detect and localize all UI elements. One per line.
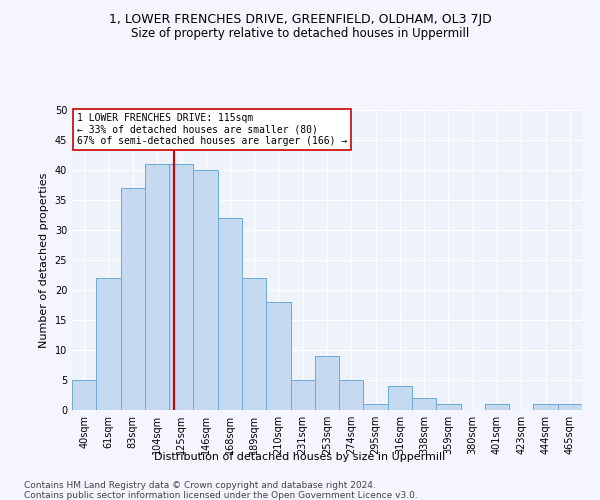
Bar (145, 164, 169, 410)
Text: Size of property relative to detached houses in Uppermill: Size of property relative to detached ho… (131, 28, 469, 40)
Bar (315, 356, 339, 410)
Bar (169, 164, 193, 410)
Bar (533, 404, 558, 410)
Bar (558, 404, 582, 410)
Bar (266, 302, 290, 410)
Bar (242, 278, 266, 410)
Bar (412, 398, 436, 410)
Bar (218, 218, 242, 410)
Bar (485, 404, 509, 410)
Bar (72, 380, 96, 410)
Bar (364, 404, 388, 410)
Bar (96, 278, 121, 410)
Text: Contains public sector information licensed under the Open Government Licence v3: Contains public sector information licen… (24, 491, 418, 500)
Text: 1 LOWER FRENCHES DRIVE: 115sqm
← 33% of detached houses are smaller (80)
67% of : 1 LOWER FRENCHES DRIVE: 115sqm ← 33% of … (77, 113, 347, 146)
Y-axis label: Number of detached properties: Number of detached properties (39, 172, 49, 348)
Bar (121, 188, 145, 410)
Bar (339, 380, 364, 410)
Text: 1, LOWER FRENCHES DRIVE, GREENFIELD, OLDHAM, OL3 7JD: 1, LOWER FRENCHES DRIVE, GREENFIELD, OLD… (109, 12, 491, 26)
Bar (388, 386, 412, 410)
Bar (290, 380, 315, 410)
Bar (193, 170, 218, 410)
Text: Contains HM Land Registry data © Crown copyright and database right 2024.: Contains HM Land Registry data © Crown c… (24, 481, 376, 490)
Bar (436, 404, 461, 410)
Text: Distribution of detached houses by size in Uppermill: Distribution of detached houses by size … (154, 452, 446, 462)
